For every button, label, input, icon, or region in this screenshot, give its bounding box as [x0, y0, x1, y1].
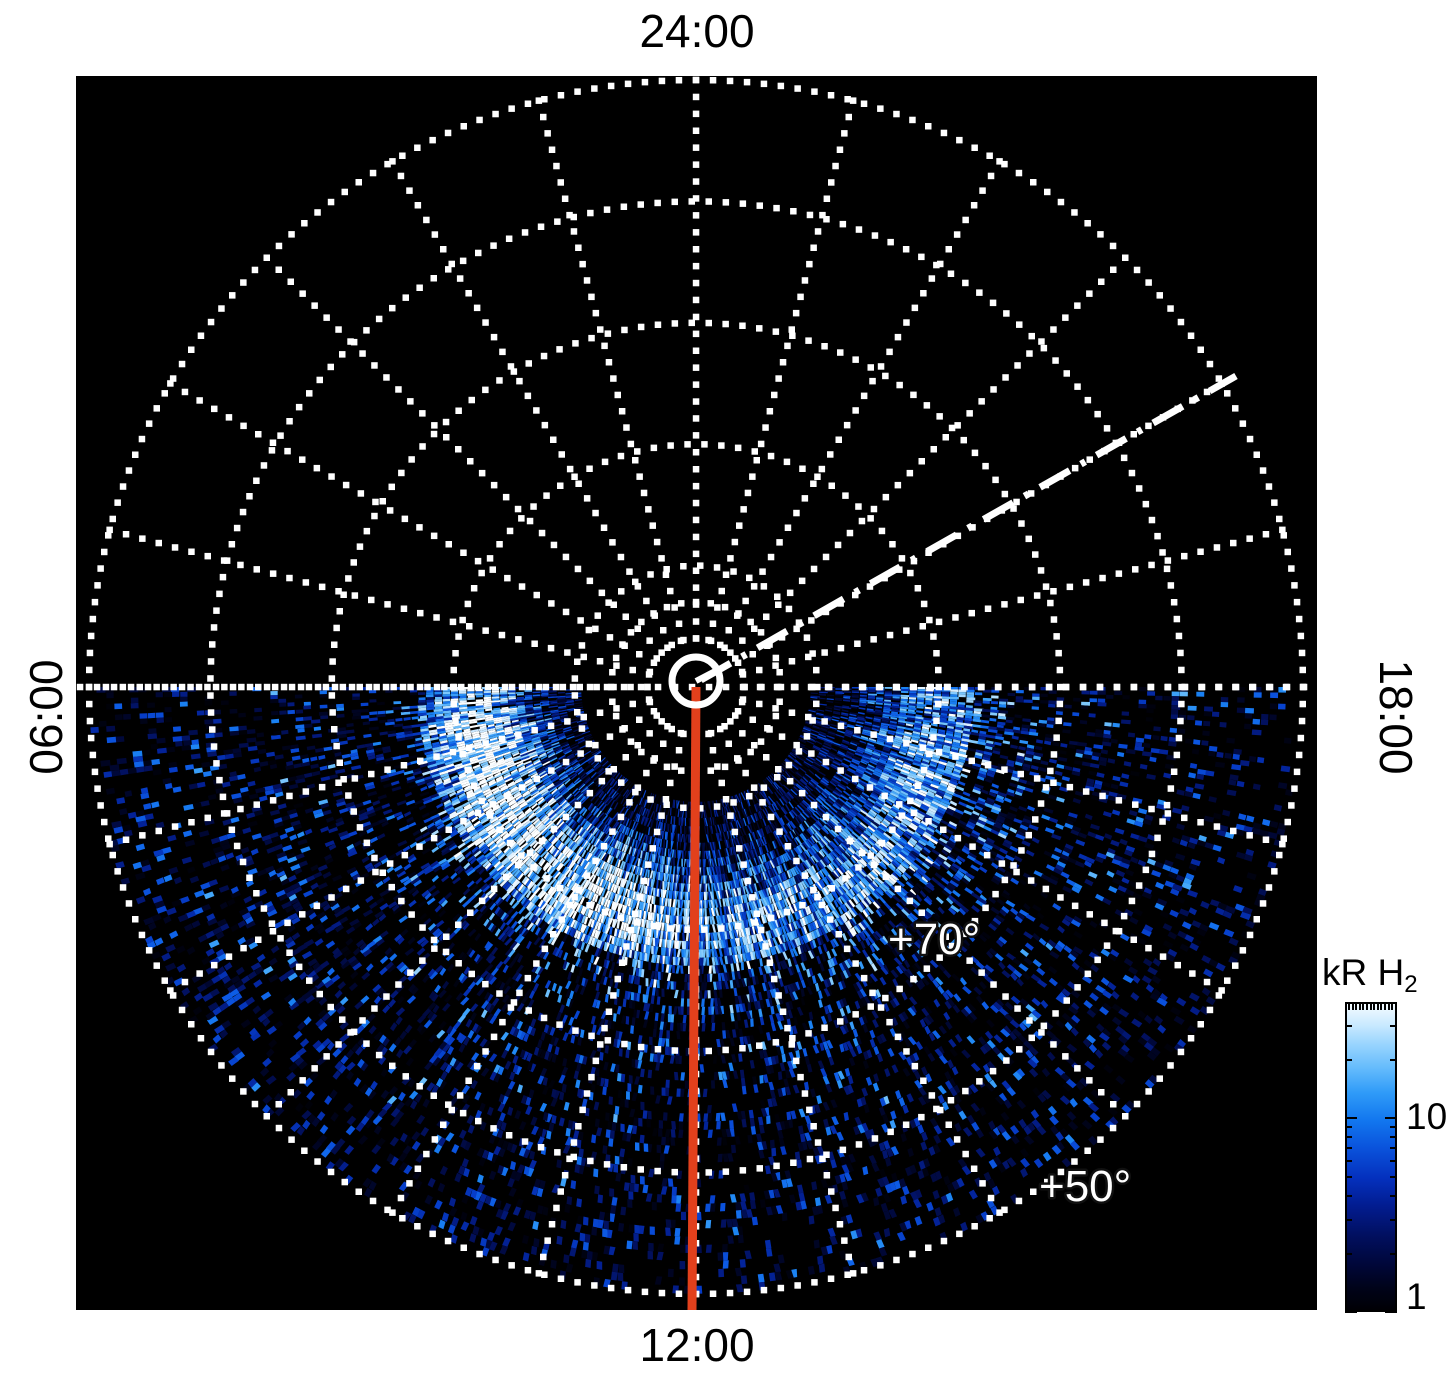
colorbar-minor-tick [1345, 1136, 1352, 1139]
colorbar: kR H2 10 1 [1322, 952, 1447, 1320]
colorbar-top-tick [1380, 1002, 1383, 1010]
colorbar-minor-tick [1345, 1194, 1352, 1197]
axis-label-bottom-local-time: 12:00 [639, 1319, 755, 1371]
colorbar-title-text: kR H [1322, 952, 1405, 993]
colorbar-top-tick [1394, 1002, 1397, 1010]
colorbar-minor-tick [1390, 1025, 1397, 1028]
svg-text:+50°: +50° [1039, 1162, 1131, 1211]
polar-map-svg: +70° +50° [76, 76, 1308, 1310]
colorbar-minor-tick [1390, 1252, 1397, 1255]
colorbar-minor-tick [1345, 1126, 1352, 1129]
colorbar-tick-label-10: 10 [1406, 1096, 1447, 1138]
colorbar-minor-tick [1345, 1147, 1352, 1150]
colorbar-top-tick [1384, 1002, 1386, 1010]
colorbar-minor-tick [1390, 1175, 1397, 1178]
polar-plot-panel: +70° +50° [76, 76, 1317, 1310]
colorbar-top-tick [1366, 1002, 1368, 1010]
colorbar-top-tick [1387, 1002, 1390, 1010]
colorbar-major-tick [1385, 1311, 1397, 1313]
colorbar-top-tick [1373, 1002, 1376, 1010]
colorbar-minor-tick [1345, 1059, 1352, 1062]
axis-label-left-local-time: 06:00 [20, 659, 72, 775]
colorbar-top-tick [1351, 1002, 1354, 1010]
colorbar-minor-tick [1345, 1025, 1352, 1028]
colorbar-minor-tick [1345, 1160, 1352, 1163]
colorbar-minor-tick [1390, 1160, 1397, 1163]
colorbar-top-tick [1369, 1002, 1372, 1010]
red-meridian-line [687, 686, 701, 1310]
auroral-emission-data [89, 687, 1293, 1294]
colorbar-major-tick [1345, 1117, 1357, 1120]
colorbar-minor-tick [1390, 1126, 1397, 1129]
colorbar-minor-tick [1390, 1136, 1397, 1139]
axis-label-top-local-time: 24:00 [639, 5, 755, 57]
pole-marker [668, 653, 724, 709]
axis-label-right-local-time: 18:00 [1370, 659, 1422, 775]
colorbar-minor-tick [1345, 1218, 1352, 1221]
colorbar-title-subscript: 2 [1404, 971, 1418, 999]
latitude-label-50: +50° [1037, 1160, 1134, 1214]
colorbar-top-tick [1355, 1002, 1358, 1010]
colorbar-tick-label-1: 1 [1406, 1276, 1427, 1317]
colorbar-top-tick [1358, 1002, 1361, 1010]
svg-text:+70°: +70° [888, 915, 980, 964]
polar-grid [76, 76, 1308, 1298]
colorbar-title: kR H2 [1322, 952, 1418, 999]
colorbar-gradient [1345, 1002, 1397, 1312]
colorbar-minor-tick [1345, 1175, 1352, 1178]
latitude-label-70: +70° [886, 913, 983, 967]
colorbar-minor-tick [1390, 1194, 1397, 1197]
colorbar-top-tick [1391, 1002, 1394, 1010]
colorbar-top-tick [1362, 1002, 1365, 1010]
colorbar-minor-tick [1390, 1147, 1397, 1150]
colorbar-ticks [1345, 1002, 1397, 1313]
colorbar-major-tick [1385, 1117, 1397, 1120]
colorbar-top-tick [1348, 1002, 1350, 1010]
dash-dot-track [699, 372, 1238, 684]
colorbar-top-tick [1376, 1002, 1379, 1010]
colorbar-minor-tick [1390, 1059, 1397, 1062]
colorbar-minor-tick [1345, 1252, 1352, 1255]
colorbar-minor-tick [1390, 1218, 1397, 1221]
colorbar-major-tick [1345, 1311, 1357, 1313]
